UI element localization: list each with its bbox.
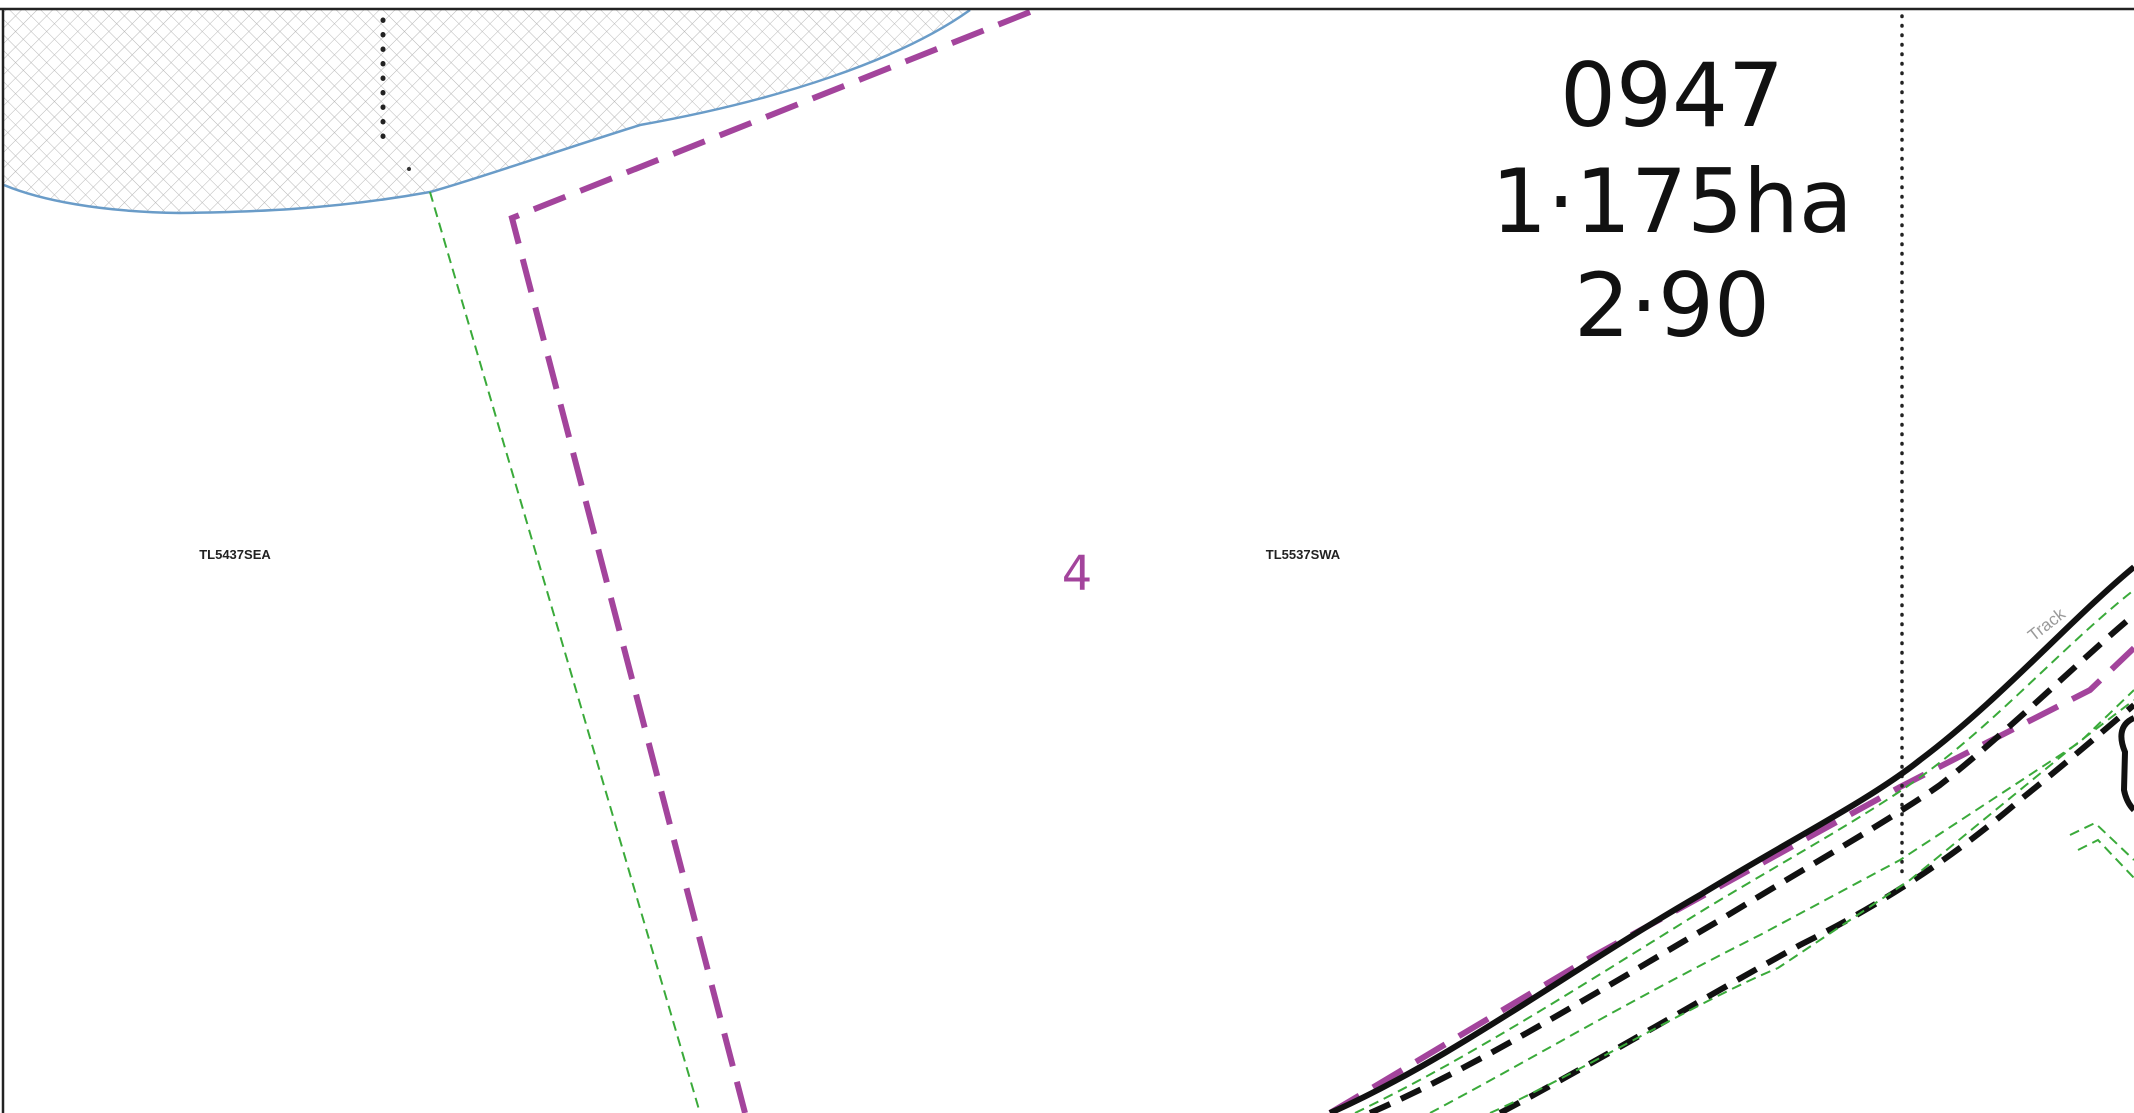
green-field-corner [2069, 821, 2134, 879]
parcel-id: 0947 [1560, 44, 1784, 147]
hatched-area [4, 10, 970, 213]
green-track-edge-3 [1489, 699, 2134, 1113]
parcel-area: 1·175ha [1491, 150, 1853, 253]
sheet-label-left: TL5437SEA [199, 547, 271, 562]
parcel-boundary [508, 10, 1032, 1113]
track-edge-solid [1328, 564, 2134, 1113]
parcel-value: 2·90 [1574, 254, 1770, 357]
building-outline [2118, 715, 2134, 813]
track-edge-dashed-1 [1368, 612, 2134, 1113]
green-track-edge-2 [1429, 689, 2134, 1113]
water-edge-line [4, 10, 971, 215]
spot-mark [407, 167, 411, 171]
sheet-label-right: TL5537SWA [1266, 547, 1341, 562]
field-number: 4 [1062, 546, 1093, 602]
parcel-boundary-south [1328, 645, 2134, 1113]
